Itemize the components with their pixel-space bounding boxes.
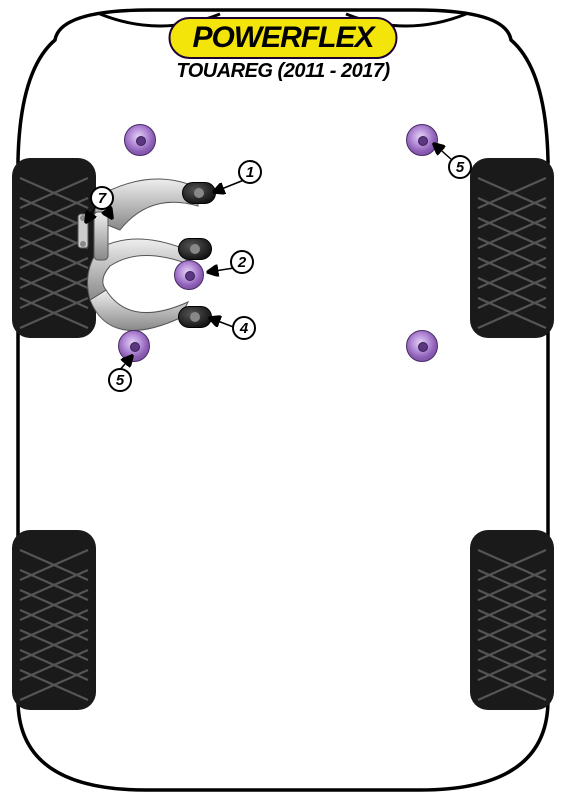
leader-lines — [0, 0, 566, 800]
callout-5-fl: 5 — [108, 368, 132, 392]
callout-7: 7 — [90, 186, 114, 210]
callout-1: 1 — [238, 160, 262, 184]
callout-5-fr: 5 — [448, 155, 472, 179]
callout-2: 2 — [230, 250, 254, 274]
callout-4: 4 — [232, 316, 256, 340]
chassis-diagram: POWERFLEX TOUAREG (2011 - 2017) — [0, 0, 566, 800]
